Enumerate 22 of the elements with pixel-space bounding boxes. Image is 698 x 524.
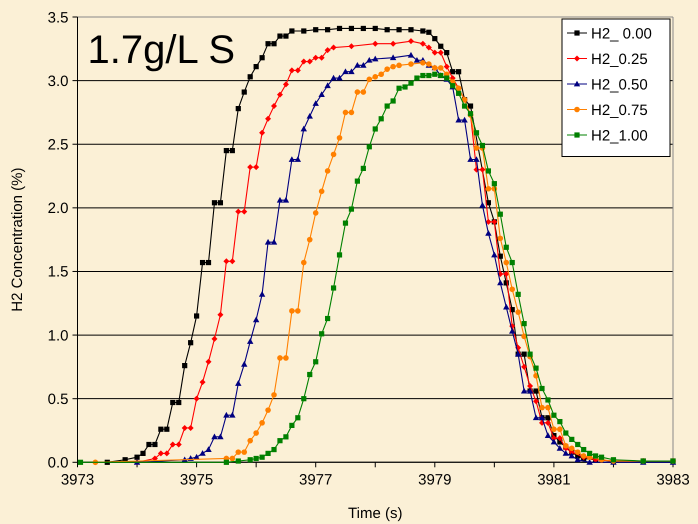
x-tick-label: 3979: [418, 471, 452, 488]
legend-label: H2_1.00: [591, 127, 648, 144]
legend-label: H2_ 0.00: [591, 25, 652, 42]
y-tick-label: 2.0: [48, 200, 68, 218]
legend-label: H2_0.50: [591, 76, 648, 94]
y-tick-label: 2.5: [48, 136, 68, 154]
y-tick-label: 0.5: [48, 390, 68, 408]
x-tick-label: 3973: [60, 471, 94, 488]
y-tick-label: 1.0: [48, 327, 68, 344]
legend-label: H2_0.75: [591, 102, 648, 119]
x-tick-label: 3983: [656, 471, 690, 488]
y-tick-label: 3.5: [48, 9, 68, 26]
x-tick-label: 3977: [299, 471, 332, 488]
y-axis-title: H2 Concentration (%): [9, 168, 26, 312]
y-tick-label: 1.5: [48, 264, 68, 281]
annotation: 1.7g/L S: [88, 28, 236, 72]
legend-label: H2_0.25: [591, 50, 648, 68]
x-tick-label: 3981: [537, 471, 571, 488]
x-tick-label: 3975: [180, 471, 214, 488]
x-axis-title: Time (s): [348, 505, 402, 522]
y-tick-label: 0.0: [48, 454, 68, 472]
y-tick-label: 3.0: [48, 72, 68, 90]
